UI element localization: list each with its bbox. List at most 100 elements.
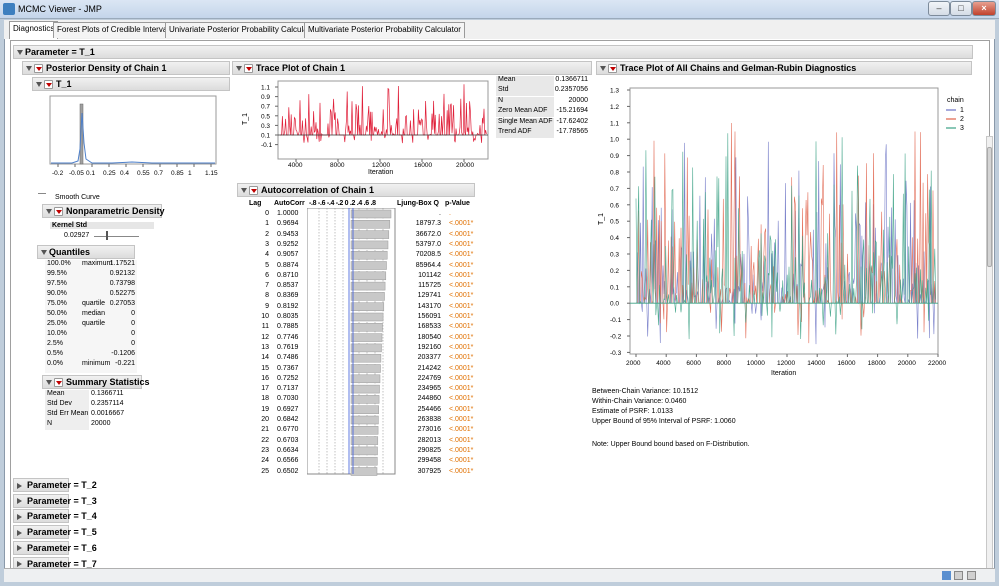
- acf-lag: 25: [261, 467, 269, 475]
- acf-lag: 17: [261, 385, 269, 393]
- disclosure-closed-icon[interactable]: [17, 498, 22, 505]
- tab-forest-plots[interactable]: Forest Plots of Credible Intervals: [53, 22, 178, 38]
- red-triangle-menu-icon[interactable]: [249, 186, 258, 196]
- trace-all-y-tick-label: 0.2: [610, 268, 619, 275]
- nav-up-icon[interactable]: [942, 571, 951, 580]
- trace1-stat-label: Single Mean ADF: [496, 117, 554, 128]
- disclosure-open-icon[interactable]: [41, 249, 47, 255]
- autocorrelation-header[interactable]: Autocorrelation of Chain 1: [237, 183, 475, 197]
- trace-chain1-header[interactable]: Trace Plot of Chain 1: [232, 61, 592, 75]
- layout-icon[interactable]: [967, 571, 976, 580]
- trace-all-header[interactable]: Trace Plot of All Chains and Gelman-Rubi…: [596, 61, 972, 75]
- summary-statistics-header[interactable]: Summary Statistics: [42, 375, 150, 389]
- acf-autocorr-value: 0.6634: [277, 446, 299, 454]
- diagnostic-line: Estimate of PSRF: 1.0133: [592, 408, 673, 415]
- vertical-scrollbar[interactable]: [986, 136, 993, 572]
- quantile-value: 1.17521: [109, 260, 135, 267]
- kernel-slider-track[interactable]: [94, 236, 139, 237]
- kernel-std-header: Kernel Std: [50, 222, 154, 229]
- trace-all-x-tick-label: 18000: [868, 360, 886, 367]
- acf-lag: 7: [265, 282, 269, 290]
- trace1-stat-value: 0.1366711: [555, 76, 588, 83]
- parameter-t1-header[interactable]: Parameter = T_1: [13, 45, 973, 59]
- disclosure-closed-icon[interactable]: [17, 482, 22, 489]
- summary-stat-label: Std Err Mean: [45, 410, 89, 420]
- acf-ljung-box-q: 263838: [417, 416, 441, 423]
- acf-autocorr-value: 0.7486: [277, 354, 299, 362]
- red-triangle-menu-icon[interactable]: [54, 378, 63, 388]
- acf-bar: [350, 353, 382, 363]
- acf-bar: [350, 364, 381, 373]
- collapsed-parameter-header[interactable]: Parameter = T_3: [13, 493, 97, 508]
- nonparametric-density-header[interactable]: Nonparametric Density: [42, 204, 165, 218]
- scrollbar-thumb[interactable]: [987, 147, 992, 267]
- acf-ljung-box-q: 299458: [417, 457, 441, 465]
- disclosure-closed-icon[interactable]: [17, 545, 22, 552]
- trace-all-x-tick-label: 2000: [626, 360, 641, 367]
- acf-lag: 22: [261, 436, 269, 444]
- density-x-tick-label: 1: [188, 170, 192, 177]
- jmp-app-icon: [3, 3, 15, 15]
- acf-ljung-box-q: 18797.3: [415, 220, 441, 228]
- acf-autocorr-value: 0.8035: [277, 313, 299, 320]
- quantiles-title: Quantiles: [49, 247, 91, 257]
- disclosure-open-icon[interactable]: [241, 187, 247, 193]
- collapsed-parameter-header[interactable]: Parameter = T_5: [13, 525, 97, 540]
- red-triangle-menu-icon[interactable]: [34, 64, 43, 74]
- acf-bar: [350, 426, 379, 435]
- disclosure-open-icon[interactable]: [17, 49, 23, 55]
- trace-all-x-tick-label: 22000: [928, 360, 946, 367]
- close-button[interactable]: ×: [972, 1, 996, 16]
- density-t1-header[interactable]: T_1: [32, 77, 230, 91]
- trace1-x-tick-label: 4000: [288, 162, 303, 169]
- acf-autocorr-value: 1.0000: [277, 210, 299, 217]
- quantile-pct: 100.0%: [47, 260, 71, 267]
- tab-univariate-calculator[interactable]: Univariate Posterior Probability Calcula…: [165, 22, 322, 38]
- window-list-icon[interactable]: [954, 571, 963, 580]
- summary-stat-label: Std Dev: [45, 400, 89, 410]
- disclosure-open-icon[interactable]: [46, 379, 52, 385]
- trace-all-y-tick-label: 0.3: [610, 252, 619, 259]
- summary-title: Summary Statistics: [66, 377, 150, 387]
- red-triangle-menu-icon[interactable]: [244, 64, 253, 74]
- acf-autocorr-value: 0.9453: [277, 230, 299, 238]
- acf-lag: 18: [261, 395, 269, 403]
- acf-col-lag: Lag: [249, 200, 262, 207]
- trace1-stat-label: Zero Mean ADF: [496, 107, 554, 118]
- acf-ljung-box-q: 234965: [417, 385, 441, 393]
- acf-bar: [350, 456, 378, 466]
- acf-ljung-box-q: 115725: [418, 282, 441, 290]
- disclosure-open-icon[interactable]: [600, 65, 606, 71]
- kernel-slider-handle[interactable]: [106, 231, 108, 240]
- acf-autocorr-value: 0.8537: [277, 282, 299, 290]
- acf-ljung-box-q: 214242: [417, 364, 441, 372]
- disclosure-open-icon[interactable]: [26, 65, 32, 71]
- disclosure-open-icon[interactable]: [36, 81, 42, 87]
- acf-p-value: <.0001*: [449, 282, 474, 290]
- disclosure-closed-icon[interactable]: [17, 529, 22, 536]
- collapsed-parameter-header[interactable]: Parameter = T_6: [13, 540, 97, 555]
- quantiles-header[interactable]: Quantiles: [37, 245, 135, 259]
- acf-p-value: <.0001*: [449, 261, 474, 269]
- disclosure-closed-icon[interactable]: [17, 561, 22, 568]
- disclosure-closed-icon[interactable]: [17, 514, 22, 521]
- collapsed-parameter-header[interactable]: Parameter = T_4: [13, 509, 97, 524]
- collapsed-parameter-header[interactable]: Parameter = T_2: [13, 478, 97, 492]
- acf-bar-chart: [307, 208, 396, 476]
- maximize-button[interactable]: □: [950, 1, 972, 16]
- posterior-density-header[interactable]: Posterior Density of Chain 1: [22, 61, 230, 75]
- quantile-label: median: [82, 310, 105, 317]
- acf-autocorr-value: 0.7746: [277, 333, 299, 341]
- trace-all-x-tick-label: 12000: [777, 360, 795, 367]
- disclosure-open-icon[interactable]: [236, 65, 242, 71]
- tab-multivariate-calculator[interactable]: Multivariate Posterior Probability Calcu…: [304, 22, 465, 38]
- minimize-button[interactable]: –: [928, 1, 950, 16]
- acf-p-value: <.0001*: [449, 467, 474, 475]
- tab-diagnostics[interactable]: Diagnostics: [9, 21, 59, 39]
- trace-all-y-tick-label: -0.2: [610, 334, 622, 341]
- red-triangle-menu-icon[interactable]: [608, 64, 617, 74]
- red-triangle-menu-icon[interactable]: [44, 80, 53, 90]
- red-triangle-menu-icon[interactable]: [54, 207, 63, 217]
- acf-bar: [350, 302, 385, 311]
- disclosure-open-icon[interactable]: [46, 208, 52, 214]
